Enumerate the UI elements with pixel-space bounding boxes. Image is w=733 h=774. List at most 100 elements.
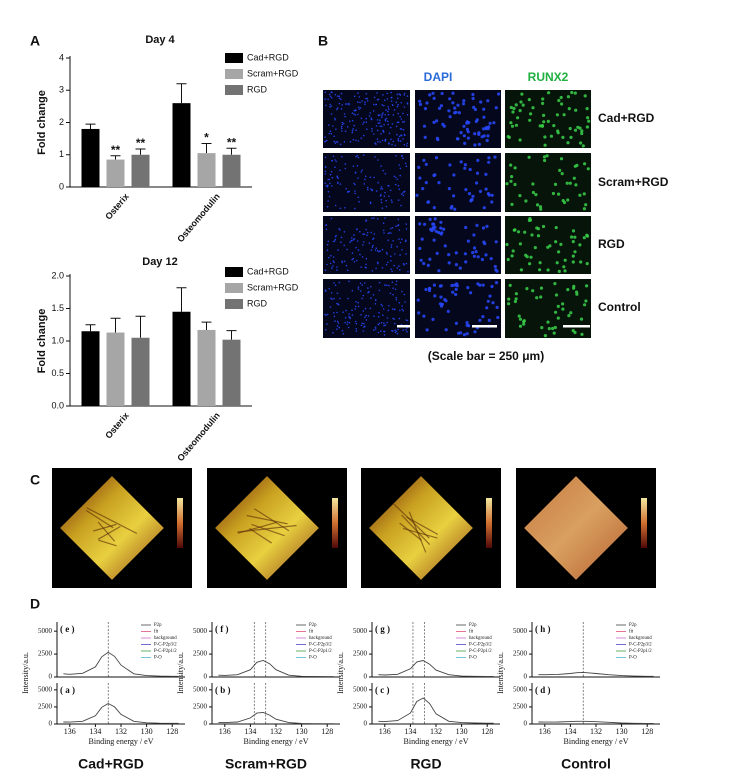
nucleus <box>518 194 522 198</box>
nucleus <box>534 193 538 197</box>
nucleus <box>388 108 390 110</box>
nucleus <box>476 255 480 259</box>
nucleus <box>338 102 341 105</box>
nucleus <box>567 107 571 111</box>
nucleus <box>403 106 406 108</box>
nucleus <box>383 195 386 198</box>
nucleus <box>399 309 401 312</box>
nucleus <box>507 302 511 306</box>
nucleus <box>383 104 385 107</box>
nucleus <box>514 292 519 296</box>
bar <box>106 332 125 406</box>
nucleus <box>364 282 366 284</box>
legend-label: P-C-P2p3/2 <box>629 643 652 648</box>
y-tick-label: 1.0 <box>51 335 64 345</box>
legend-label: P-C-P2p1/2 <box>154 649 177 654</box>
nucleus <box>351 314 354 316</box>
nucleus <box>387 110 389 113</box>
x-tick-label: 130 <box>456 727 468 736</box>
nucleus <box>391 281 394 284</box>
spectrum <box>63 651 179 677</box>
nucleus <box>523 230 527 234</box>
nucleus <box>396 267 399 269</box>
nucleus <box>337 303 339 305</box>
nucleus <box>396 133 398 136</box>
nucleus <box>353 182 355 185</box>
nucleus <box>555 261 559 265</box>
nucleus <box>329 103 331 106</box>
nucleus <box>400 193 403 195</box>
nucleus <box>556 316 560 320</box>
nucleus <box>335 160 338 163</box>
nucleus <box>507 297 511 301</box>
nucleus <box>467 121 471 125</box>
nucleus <box>376 249 379 252</box>
nucleus <box>336 302 338 305</box>
nucleus <box>362 241 365 243</box>
nucleus <box>325 104 327 107</box>
nucleus <box>383 334 386 336</box>
scale-bar <box>563 325 590 328</box>
nucleus <box>352 128 354 130</box>
nucleus <box>390 268 392 271</box>
nucleus <box>351 129 354 132</box>
bar <box>131 154 150 187</box>
nucleus <box>343 113 346 115</box>
nucleus <box>395 155 397 157</box>
nucleus <box>528 118 532 122</box>
nucleus <box>514 123 519 127</box>
nucleus <box>463 252 467 256</box>
nucleus <box>505 242 509 247</box>
nucleus <box>324 290 327 292</box>
nucleus <box>371 270 374 272</box>
nucleus <box>356 259 358 262</box>
nucleus <box>336 107 339 109</box>
nucleus <box>347 190 349 193</box>
nucleus <box>398 188 401 191</box>
nucleus <box>404 301 406 303</box>
legend-label: P2p <box>629 623 637 628</box>
nucleus <box>529 112 533 116</box>
x-tick-label: 128 <box>641 727 653 736</box>
nucleus <box>583 303 587 307</box>
nucleus <box>527 98 531 102</box>
nucleus <box>399 254 401 256</box>
nucleus <box>384 120 387 122</box>
nucleus <box>401 249 403 251</box>
nucleus <box>401 238 403 240</box>
nucleus <box>573 91 577 95</box>
legend-label: fit <box>629 630 634 635</box>
row-label: Cad+RGD <box>598 111 655 125</box>
nucleus <box>465 127 469 131</box>
nucleus <box>557 98 561 103</box>
nucleus <box>360 171 363 173</box>
nucleus <box>552 331 556 335</box>
nucleus <box>440 91 444 96</box>
nucleus <box>328 288 331 290</box>
nucleus <box>570 90 574 95</box>
nucleus <box>395 330 398 333</box>
nucleus <box>402 121 404 123</box>
nucleus <box>366 97 369 100</box>
nucleus <box>392 287 394 290</box>
nucleus <box>524 199 528 203</box>
nucleus <box>329 306 332 308</box>
legend-label: P-C-P2p1/2 <box>629 649 652 654</box>
afm-colorbar <box>332 498 338 548</box>
nucleus <box>450 204 454 209</box>
nucleus <box>356 154 359 157</box>
nucleus <box>359 253 361 256</box>
nucleus <box>336 292 339 295</box>
nucleus <box>481 226 486 230</box>
afm-ridge <box>401 514 431 546</box>
nucleus <box>329 95 332 98</box>
afm-ridge <box>97 521 116 542</box>
x-tick-label: 130 <box>296 727 308 736</box>
nucleus <box>516 230 521 234</box>
nucleus <box>377 181 380 184</box>
bar <box>222 339 241 406</box>
nucleus <box>380 133 382 135</box>
nucleus <box>427 286 432 290</box>
nucleus <box>484 253 488 257</box>
nucleus <box>393 322 396 325</box>
